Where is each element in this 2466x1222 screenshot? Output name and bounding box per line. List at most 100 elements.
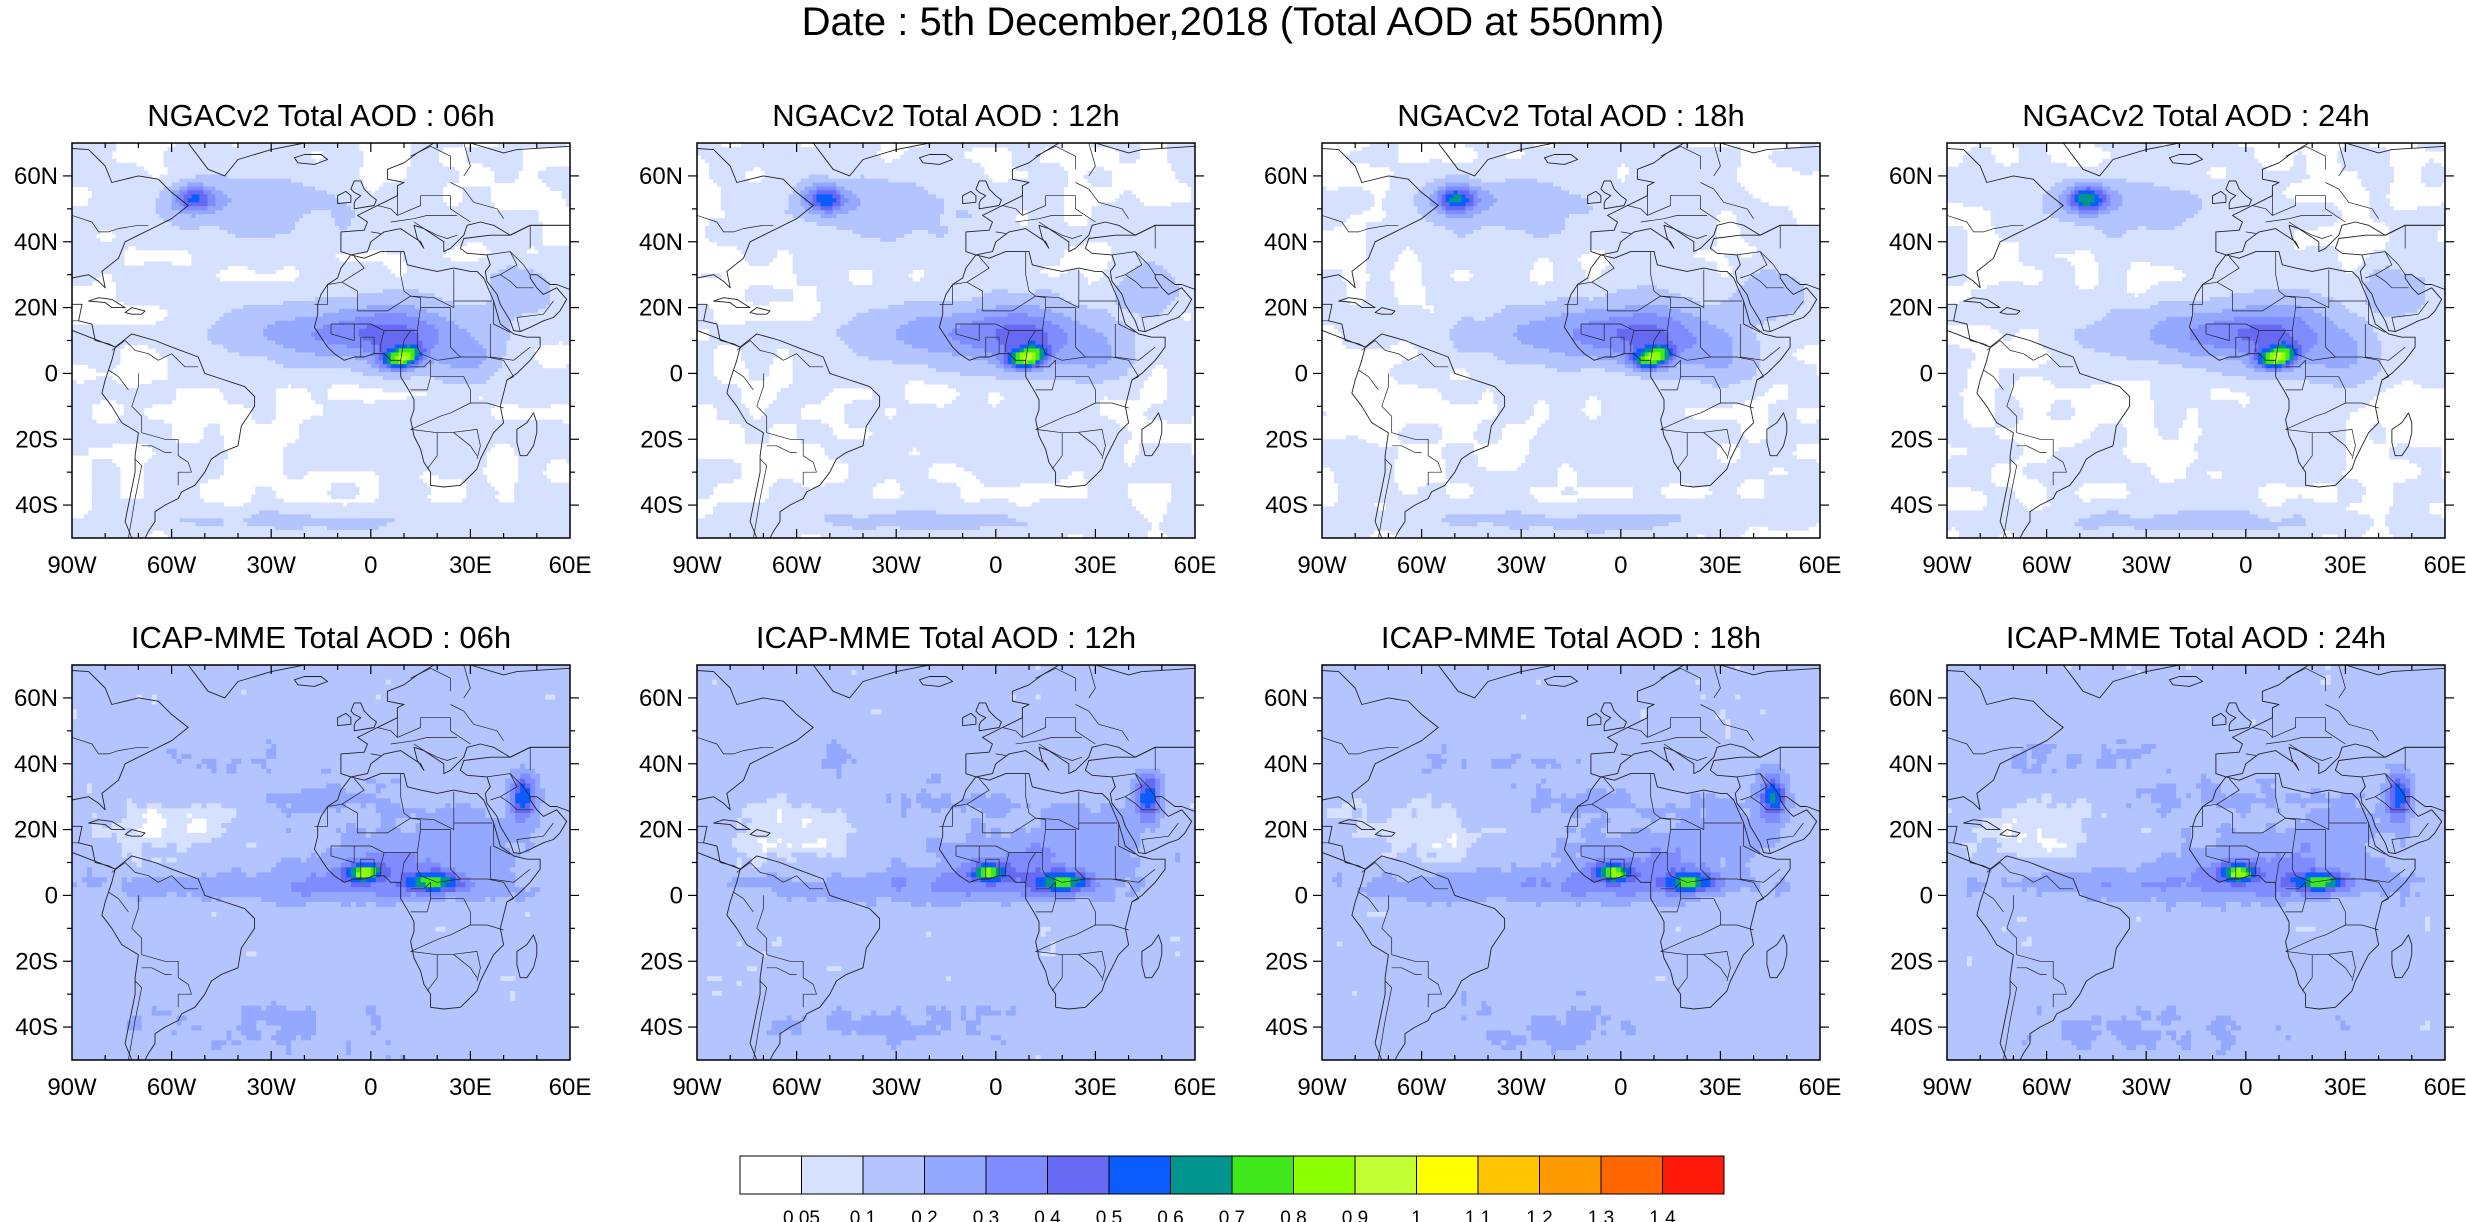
- x-tick-label: 0: [2239, 1074, 2252, 1101]
- x-tick-label: 60W: [1397, 1074, 1447, 1101]
- y-tick-label: 0: [670, 882, 683, 909]
- colorbar-swatch: [802, 1156, 864, 1194]
- x-tick-label: 90W: [672, 552, 722, 579]
- x-tick-label: 0: [989, 1074, 1002, 1101]
- colorbar-swatch: [1478, 1156, 1540, 1194]
- y-tick-label: 40S: [15, 492, 58, 519]
- aod-field: [697, 665, 1196, 1061]
- panel-title: NGACv2 Total AOD : 18h: [1397, 98, 1744, 133]
- x-tick-label: 60W: [2022, 552, 2072, 579]
- y-tick-label: 20N: [639, 295, 683, 322]
- y-tick-label: 20S: [15, 948, 58, 975]
- y-tick-label: 60N: [1264, 685, 1308, 712]
- x-tick-label: 30W: [247, 1074, 297, 1101]
- x-tick-label: 30E: [1074, 552, 1117, 579]
- colorbar-label: 0.3: [973, 1208, 999, 1222]
- country-border: [1857, 788, 1923, 810]
- aod-field: [1322, 665, 1821, 1061]
- x-tick-label: 0: [1614, 1074, 1627, 1101]
- y-tick-label: 0: [1295, 882, 1308, 909]
- colorbar-label: 0.6: [1157, 1208, 1183, 1222]
- colorbar-label: 0.05: [783, 1208, 820, 1222]
- x-tick-label: 90W: [1922, 552, 1972, 579]
- y-tick-label: 20N: [639, 817, 683, 844]
- panel-title: ICAP-MME Total AOD : 18h: [1381, 620, 1761, 655]
- y-tick-label: 40S: [640, 1014, 683, 1041]
- aod-field: [72, 143, 571, 539]
- colorbar-label: 0.7: [1219, 1208, 1245, 1222]
- aod-field: [72, 665, 571, 1061]
- x-tick-label: 0: [364, 552, 377, 579]
- x-tick-label: 0: [2239, 552, 2252, 579]
- y-tick-label: 0: [45, 882, 58, 909]
- y-tick-label: 20S: [1265, 948, 1308, 975]
- x-tick-label: 30W: [1497, 1074, 1547, 1101]
- y-tick-label: 20N: [14, 295, 58, 322]
- y-tick-label: 60N: [1889, 685, 1933, 712]
- colorbar-swatch: [1294, 1156, 1356, 1194]
- colorbar-swatch: [1109, 1156, 1171, 1194]
- x-tick-label: 30W: [2122, 552, 2172, 579]
- y-tick-label: 40S: [1265, 492, 1308, 519]
- colorbar: 0.05 0.1 0.2 0.3 0.4 0.5 0.6 0.7 0.8 0.9 1 1.1 1.2 1.…: [740, 1156, 1724, 1222]
- x-tick-label: 30E: [1699, 552, 1742, 579]
- country-border: [607, 266, 673, 288]
- colorbar-label: 0.2: [911, 1208, 937, 1222]
- x-tick-label: 0: [1614, 552, 1627, 579]
- y-tick-label: 40N: [14, 751, 58, 778]
- y-tick-label: 40N: [1889, 751, 1933, 778]
- x-tick-label: 30W: [872, 1074, 922, 1101]
- country-border: [1232, 788, 1298, 810]
- y-tick-label: 20S: [640, 948, 683, 975]
- panel-title: NGACv2 Total AOD : 24h: [2022, 98, 2369, 133]
- x-tick-label: 60W: [772, 552, 822, 579]
- colorbar-label: 1: [1411, 1208, 1422, 1222]
- colorbar-label: 0.9: [1342, 1208, 1368, 1222]
- y-tick-label: 0: [1920, 360, 1933, 387]
- x-tick-label: 30W: [1497, 552, 1547, 579]
- y-tick-label: 20S: [1890, 426, 1933, 453]
- y-tick-label: 40S: [1265, 1014, 1308, 1041]
- aod-field: [1947, 143, 2446, 539]
- colorbar-label: 0.4: [1034, 1208, 1061, 1222]
- y-tick-label: 60N: [1889, 163, 1933, 190]
- x-tick-label: 60E: [1174, 1074, 1217, 1101]
- colorbar-swatch: [863, 1156, 925, 1194]
- aod-field: [1947, 665, 2446, 1061]
- colorbar-label: 1.3: [1588, 1208, 1614, 1222]
- panel-title: ICAP-MME Total AOD : 12h: [756, 620, 1136, 655]
- colorbar-swatch: [1232, 1156, 1294, 1194]
- y-tick-label: 60N: [639, 685, 683, 712]
- y-tick-label: 40N: [1889, 229, 1933, 256]
- x-tick-label: 60W: [147, 1074, 197, 1101]
- colorbar-label: 1.1: [1465, 1208, 1491, 1222]
- x-tick-label: 0: [989, 552, 1002, 579]
- x-tick-label: 60W: [2022, 1074, 2072, 1101]
- panel-title: ICAP-MME Total AOD : 06h: [131, 620, 511, 655]
- x-tick-label: 90W: [47, 552, 97, 579]
- y-tick-label: 0: [1920, 882, 1933, 909]
- y-tick-label: 0: [45, 360, 58, 387]
- colorbar-label: 0.1: [850, 1208, 876, 1222]
- y-tick-label: 40N: [14, 229, 58, 256]
- x-tick-label: 30E: [2324, 552, 2367, 579]
- x-tick-label: 60W: [1397, 552, 1447, 579]
- y-tick-label: 40N: [639, 751, 683, 778]
- y-tick-label: 0: [670, 360, 683, 387]
- y-tick-label: 20N: [1264, 817, 1308, 844]
- x-tick-label: 60E: [1799, 552, 1842, 579]
- colorbar-swatch: [1355, 1156, 1417, 1194]
- y-tick-label: 20S: [15, 426, 58, 453]
- y-tick-label: 20S: [1890, 948, 1933, 975]
- panel-title: NGACv2 Total AOD : 06h: [147, 98, 494, 133]
- x-tick-label: 30W: [2122, 1074, 2172, 1101]
- country-border: [0, 788, 49, 810]
- colorbar-swatch: [986, 1156, 1048, 1194]
- x-tick-label: 30E: [1074, 1074, 1117, 1101]
- panel-title: NGACv2 Total AOD : 12h: [772, 98, 1119, 133]
- y-tick-label: 60N: [1264, 163, 1308, 190]
- colorbar-swatch: [1171, 1156, 1233, 1194]
- x-tick-label: 60E: [549, 1074, 592, 1101]
- x-tick-label: 30E: [449, 1074, 492, 1101]
